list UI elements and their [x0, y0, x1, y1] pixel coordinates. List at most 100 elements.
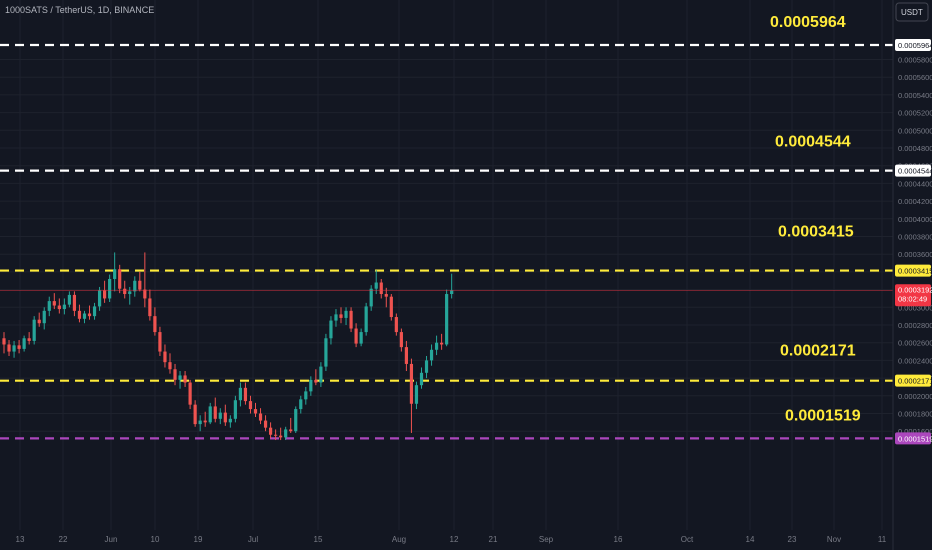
level-price-tag-text: 0.0002171: [898, 377, 932, 386]
price-axis-tick: 0.0001800: [898, 410, 932, 419]
candle-body: [17, 345, 21, 349]
candle-body: [158, 332, 162, 352]
candle-body: [143, 289, 147, 299]
candle-body: [97, 290, 102, 307]
candle-body: [284, 429, 288, 438]
time-axis-tick: 21: [489, 535, 498, 544]
countdown-value: 08:02:49: [898, 294, 927, 303]
candle-body: [138, 280, 142, 290]
price-axis-tick: 0.0003600: [898, 250, 932, 259]
candle-body: [118, 269, 122, 289]
candle-body: [399, 332, 403, 348]
candle-body: [384, 294, 388, 297]
candle-body: [213, 406, 217, 419]
currency-button-label[interactable]: USDT: [901, 8, 923, 17]
level-label: 0.0003415: [778, 224, 854, 241]
candle-body: [429, 349, 434, 361]
time-axis-tick: 11: [878, 535, 887, 544]
candle-body: [389, 296, 393, 318]
candle-body: [419, 372, 424, 386]
candle-body: [294, 409, 298, 432]
price-axis-tick: 0.0004000: [898, 215, 932, 224]
candle-body: [12, 345, 16, 352]
price-axis-tick: 0.0002800: [898, 321, 932, 330]
price-axis-tick: 0.0002000: [898, 392, 932, 401]
candle-body: [168, 362, 172, 370]
candle-body: [183, 375, 187, 383]
candle-body: [344, 310, 348, 318]
price-axis-tick: 0.0005200: [898, 109, 932, 118]
candle-body: [324, 338, 328, 367]
candle-body: [37, 319, 41, 324]
level-price-tag-text: 0.0003415: [898, 267, 932, 276]
candle-body: [243, 387, 248, 402]
candle-body: [334, 314, 338, 321]
candle-body: [72, 294, 77, 311]
candle-body: [42, 310, 46, 324]
candle-body: [319, 366, 323, 383]
candle-body: [27, 338, 31, 341]
price-axis-tick: 0.0005400: [898, 91, 932, 100]
time-axis-tick: Jun: [105, 535, 118, 544]
price-axis-tick: 0.0002400: [898, 356, 932, 365]
price-axis-tick: 0.0002600: [898, 339, 932, 348]
time-axis-tick: Sep: [539, 535, 554, 544]
level-label: 0.0005964: [770, 14, 846, 31]
price-axis-tick: 0.0004400: [898, 179, 932, 188]
candle-body: [354, 328, 358, 344]
candle-body: [309, 379, 313, 392]
candle-body: [404, 347, 408, 364]
time-axis-tick: 19: [194, 535, 203, 544]
time-axis-tick: 22: [59, 535, 68, 544]
price-axis-tick: 0.0001600: [898, 427, 932, 436]
currency-button[interactable]: USDT: [895, 2, 929, 22]
candle-body: [82, 313, 87, 319]
price-axis-tick: 0.0005800: [898, 56, 932, 65]
candle-body: [263, 420, 268, 428]
candle-body: [203, 420, 207, 423]
candle-body: [193, 404, 197, 425]
candle-body: [92, 306, 97, 317]
candle-body: [218, 412, 222, 419]
candle-body: [349, 310, 353, 329]
candle-body: [148, 298, 152, 317]
candle-body: [258, 413, 263, 421]
price-axis-tick: 0.0004800: [898, 144, 932, 153]
price-axis-tick: 0.0005600: [898, 73, 932, 82]
candles: [2, 252, 454, 441]
candle-body: [369, 288, 373, 307]
candle-body: [253, 409, 258, 414]
level-price-tag: [895, 38, 931, 51]
level-label: 0.0004544: [775, 134, 851, 151]
level-price-tag-text: 0.0004544: [898, 167, 932, 176]
time-axis-tick: 14: [746, 535, 755, 544]
candle-body: [279, 435, 283, 438]
candle-body: [314, 379, 318, 383]
level-price-tag: [895, 374, 931, 387]
candle-body: [248, 401, 253, 410]
time-axis-tick: 23: [788, 535, 797, 544]
time-axis-tick: 13: [16, 535, 25, 544]
candle-body: [374, 282, 378, 289]
candle-body: [123, 288, 127, 295]
time-axis-tick: Aug: [392, 535, 406, 544]
candle-body: [178, 375, 182, 380]
time-axis-tick: Oct: [681, 535, 694, 544]
candle-body: [414, 385, 419, 404]
candle-body: [339, 314, 343, 318]
level-price-tag-text: 0.0001519: [898, 434, 932, 443]
candle-body: [22, 338, 26, 349]
candle-body: [67, 294, 71, 305]
candle-body: [2, 338, 6, 345]
candle-body: [77, 310, 82, 319]
candle-body: [153, 316, 157, 333]
time-axis-tick: 16: [614, 535, 623, 544]
symbol-title: 1000SATS / TetherUS, 1D, BINANCE: [5, 5, 154, 15]
candle-body: [57, 305, 61, 310]
level-price-tag: [895, 264, 931, 277]
candle-body: [434, 342, 439, 350]
price-axis-tick: 0.0005000: [898, 126, 932, 135]
candle-body: [47, 301, 51, 311]
level-price-tag-text: 0.0005964: [898, 41, 932, 50]
